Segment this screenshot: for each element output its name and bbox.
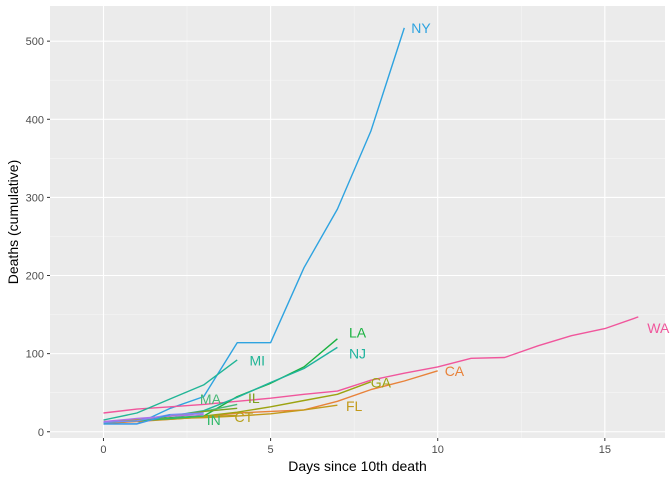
- series-lines: [103, 27, 639, 425]
- series-line-wa: [103, 316, 639, 414]
- y-axis-title: Deaths (cumulative): [5, 160, 21, 285]
- series-line-ny: [103, 27, 405, 425]
- grid-minor: [50, 6, 665, 438]
- y-tick-label: 500: [26, 36, 44, 48]
- y-tick-label: 0: [38, 427, 44, 439]
- y-tick-label: 200: [26, 271, 44, 283]
- series-label-ca: CA: [445, 363, 465, 379]
- series-labels: NY WA LA NJ MI CA GA MA IL FL CT IN: [200, 20, 670, 428]
- series-label-mi: MI: [249, 353, 265, 369]
- panel-background: [50, 6, 665, 438]
- series-label-ct: CT: [235, 409, 254, 425]
- series-line-unlabeled: [103, 413, 204, 423]
- y-axis-ticks: 0 100 200 300 400 500: [26, 36, 50, 439]
- series-line-unlabeled: [103, 413, 171, 425]
- x-axis-ticks: 0 5 10 15: [100, 438, 611, 456]
- y-tick-label: 400: [26, 114, 44, 126]
- series-label-nj: NJ: [349, 346, 366, 362]
- y-tick-label: 300: [26, 192, 44, 204]
- series-label-ga: GA: [371, 375, 392, 391]
- y-tick-label: 100: [26, 349, 44, 361]
- series-label-fl: FL: [346, 398, 363, 414]
- x-tick-label: 15: [599, 444, 611, 456]
- series-label-la: LA: [349, 325, 367, 341]
- series-label-il: IL: [248, 390, 260, 406]
- grid-major: [50, 6, 665, 438]
- x-tick-label: 0: [100, 444, 106, 456]
- x-tick-label: 5: [268, 444, 274, 456]
- series-label-in: IN: [207, 412, 221, 428]
- series-line-mi: [103, 359, 238, 421]
- x-tick-label: 10: [432, 444, 444, 456]
- series-label-ny: NY: [411, 20, 431, 36]
- x-axis-title: Days since 10th death: [288, 458, 427, 474]
- series-label-ma: MA: [200, 391, 222, 407]
- series-label-wa: WA: [647, 320, 670, 336]
